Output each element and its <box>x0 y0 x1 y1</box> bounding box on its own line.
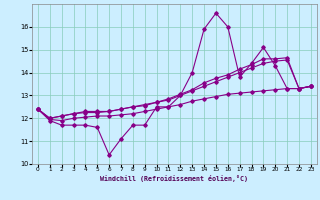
X-axis label: Windchill (Refroidissement éolien,°C): Windchill (Refroidissement éolien,°C) <box>100 175 248 182</box>
